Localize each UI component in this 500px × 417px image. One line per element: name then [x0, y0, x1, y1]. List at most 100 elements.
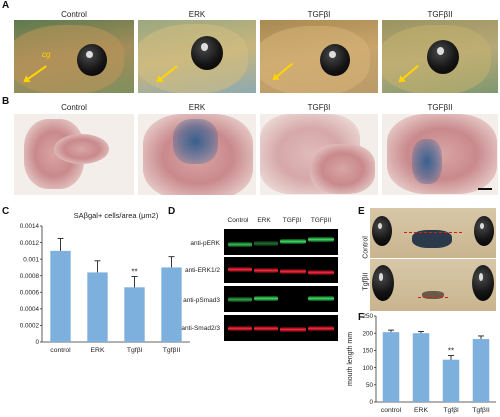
blot-band: [228, 326, 252, 331]
y-tick-label: 50: [366, 382, 374, 389]
sa-bgal-stain: [173, 119, 218, 164]
blot-band: [228, 267, 252, 272]
panel-b-image-erk: [138, 114, 256, 195]
panel-b-title-tgfbi: TGFβI: [307, 103, 331, 112]
eye: [191, 36, 223, 70]
x-tick-label: ERK: [414, 407, 428, 414]
bar: [472, 339, 490, 402]
scale-bar: [478, 188, 492, 190]
mouth-length-line: [418, 297, 448, 298]
blot-label-psmad3: anti-pSmad3: [183, 297, 220, 304]
eye: [77, 44, 107, 76]
y-tick-label: 100: [362, 365, 373, 372]
blot-band: [254, 296, 278, 301]
panel-b-image-tgfbii: [382, 114, 498, 195]
blot-strip-erk12: [224, 257, 338, 283]
eye: [474, 216, 494, 246]
y-tick-label: 0.0014: [20, 223, 40, 230]
blot-col-tgfbi: TGFβI: [282, 217, 302, 224]
bar: [87, 272, 108, 342]
y-tick-label: 0.0002: [20, 323, 40, 330]
blot-strip-psmad3: [224, 286, 338, 312]
panel-a-image-tgfbii: [382, 20, 498, 93]
bar: [382, 332, 400, 402]
blot-col-control: Control: [227, 217, 249, 224]
bar: [412, 333, 430, 402]
panel-a-title-control: Control: [61, 10, 87, 19]
significance-label: **: [131, 268, 137, 277]
y-axis-label: mouth length mm: [347, 332, 354, 386]
y-tick-label: 150: [362, 348, 373, 355]
mouth: [422, 291, 444, 299]
significance-label: **: [448, 347, 454, 356]
panel-label-a: A: [2, 0, 10, 11]
y-tick-label: 250: [362, 313, 373, 320]
y-tick-label: 0.0006: [20, 289, 40, 296]
panel-a-title-tgfbii: TGFβII: [427, 10, 453, 19]
bar: [50, 250, 71, 342]
x-tick-label: control: [381, 407, 402, 414]
blot-label-erk12: anti-ERK1/2: [184, 267, 220, 274]
bar: [161, 267, 182, 342]
y-tick-label: 0: [369, 399, 373, 406]
blot-label-smad23: anti-Smad2/3: [181, 325, 220, 332]
tissue-section: [387, 114, 497, 194]
x-tick-label: control: [50, 347, 71, 354]
blot-strip-perk: [224, 229, 338, 255]
chart-f: mouth length mm 0 50 100 150 200 250 control ERK…: [347, 313, 496, 414]
eye: [320, 44, 350, 76]
x-tick-label: Tgfβl: [127, 347, 143, 354]
y-tick-label: 0: [35, 339, 39, 346]
panel-a-image-tgfbi: [260, 20, 378, 93]
blot-label-perk: anti-pERK: [190, 240, 220, 247]
panel-b-title-erk: ERK: [188, 103, 206, 112]
blot-band: [228, 242, 252, 247]
x-tick-label: TgfβII: [472, 407, 490, 414]
blot-strip-smad23: [224, 315, 338, 341]
tissue-section: [54, 134, 109, 164]
eye: [372, 216, 392, 246]
panel-a-title-erk: ERK: [188, 10, 206, 19]
x-tick-label: TgfβII: [163, 347, 181, 354]
embryo-head: [260, 26, 370, 93]
blot-band: [308, 237, 334, 242]
bar: [442, 359, 460, 402]
embryo-head: [14, 25, 124, 93]
tissue-section: [310, 144, 375, 194]
y-tick-label: 0.0012: [20, 240, 40, 247]
panel-e-row-label-tgfbii: TgfβII: [362, 272, 370, 291]
x-tick-label: Tgfβl: [443, 407, 459, 414]
blot-band: [308, 270, 334, 275]
panel-label-d: D: [168, 206, 176, 217]
panel-b-image-control: [14, 114, 134, 195]
panel-a-image-control: cg: [14, 20, 134, 93]
panel-label-b: B: [2, 96, 10, 107]
blot-band: [308, 326, 334, 331]
panel-e-row-label-tgfbii-wrap: TgfβII: [358, 262, 370, 302]
panel-b-title-tgfbii: TGFβII: [427, 103, 453, 112]
panel-e-image-tgfbii: [370, 259, 496, 311]
eye: [372, 265, 394, 301]
y-tick-label: 200: [362, 330, 373, 337]
chart-title: SAβgal+ cells/area (μm2): [74, 211, 159, 220]
panel-label-f: F: [358, 312, 365, 323]
blot-band: [280, 327, 306, 332]
panel-a-title-tgfbi: TGFβI: [307, 10, 331, 19]
chart-c: SAβgal+ cells/area (μm2) 0 0.0002 0.0004 0.0…: [20, 211, 190, 354]
panel-label-e: E: [358, 206, 365, 217]
blot-band: [228, 297, 252, 302]
arrow-label-cg: cg: [42, 50, 51, 59]
sa-bgal-stain: [412, 139, 442, 184]
panel-label-c: C: [2, 206, 10, 217]
mouth: [412, 230, 452, 248]
eye: [472, 265, 494, 301]
y-tick-label: 0.001: [23, 256, 39, 263]
blot-band: [254, 241, 278, 246]
blot-band: [280, 239, 306, 244]
panel-b-title-control: Control: [61, 103, 87, 112]
bar: [124, 287, 145, 342]
y-tick-label: 0.0008: [20, 273, 40, 280]
mouth-length-line: [404, 232, 462, 233]
panel-e-image-control: [370, 208, 496, 258]
panel-b-image-tgfbi: [260, 114, 378, 195]
